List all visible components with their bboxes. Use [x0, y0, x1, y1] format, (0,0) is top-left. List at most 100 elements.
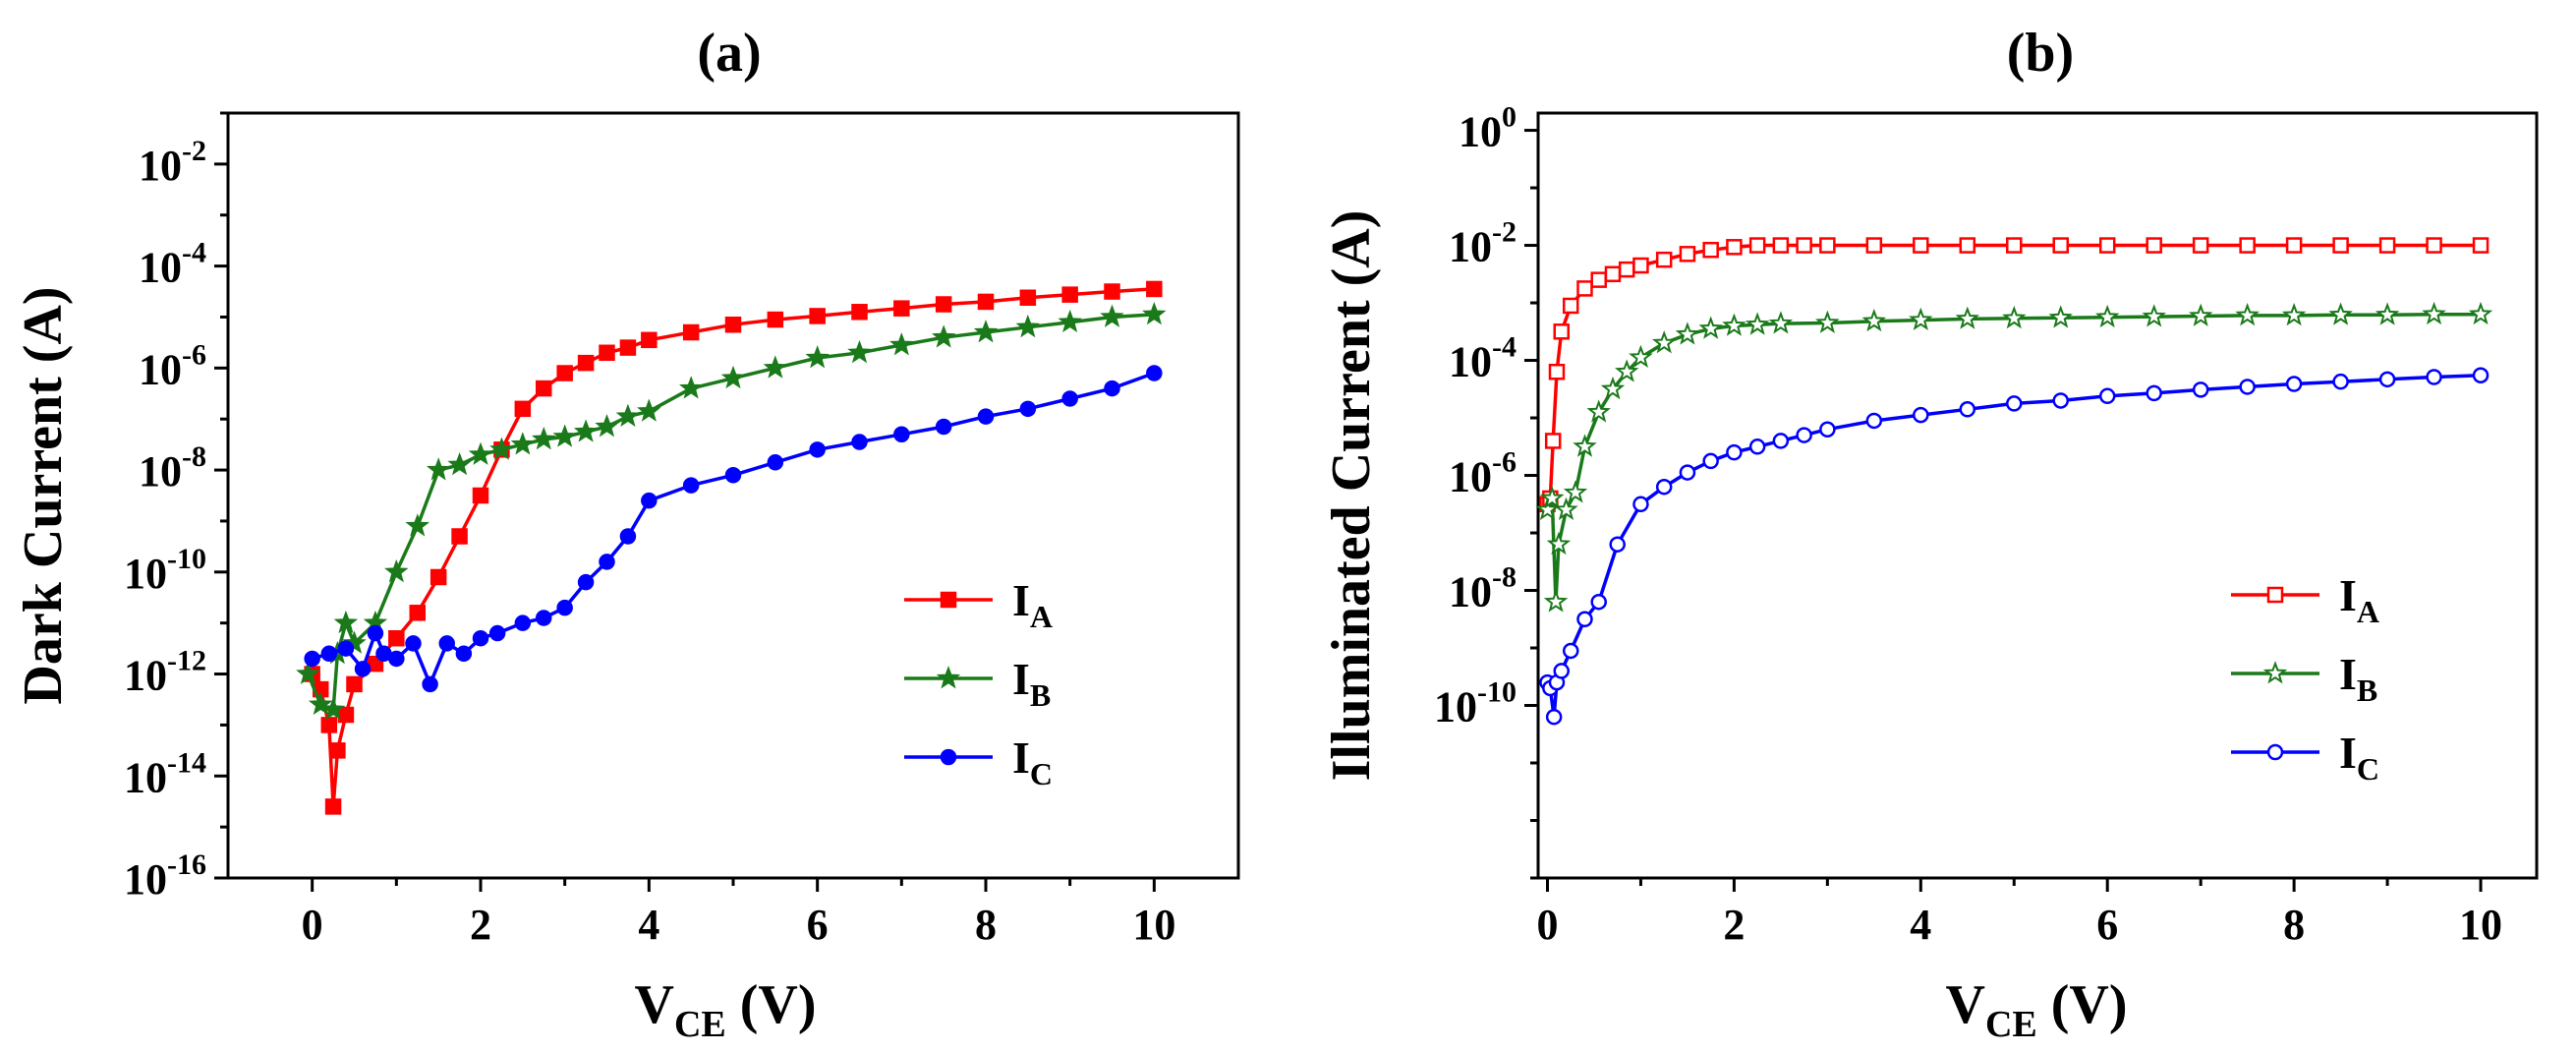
panel-b-series-a-point — [2146, 237, 2162, 254]
panel-a-series-b-point — [426, 457, 451, 481]
panel-b-series-a-point — [1604, 265, 1622, 283]
panel-a-x-tick-label: 2 — [470, 901, 491, 949]
panel-b-series-b-point — [2468, 301, 2493, 325]
panel-b-series-b-point — [2142, 304, 2166, 327]
panel-a-series-group — [296, 280, 1167, 815]
panel-a-series-b-point — [308, 691, 333, 715]
panel-b-series-c-point — [2426, 369, 2442, 385]
panel-a-series-b-point — [296, 661, 320, 684]
panel-a-series-c-point — [682, 477, 700, 494]
panel-b-xlabel-unit: (V) — [2037, 974, 2128, 1035]
panel-a-series-b-point — [847, 339, 872, 364]
panel-b-series-c-point — [2285, 376, 2303, 392]
panel-a-legend: IA IB IC — [904, 575, 1053, 791]
panel-b-series-b-point — [1861, 308, 1887, 332]
panel-b-series-a-point — [2332, 237, 2349, 254]
panel-a-series-a-point — [514, 400, 532, 418]
panel-b-series-a-point — [2006, 237, 2023, 254]
panel-b-series-a-point — [1865, 237, 1883, 254]
panel-b-series-c-point — [1679, 464, 1696, 481]
panel-b-series-b-point — [2281, 303, 2307, 326]
panel-a-series-a-point — [1104, 283, 1120, 300]
panel-a-series-c-point — [893, 426, 910, 443]
panel-b-series-a-point — [1702, 241, 1719, 259]
panel-b-series-c-point — [2146, 384, 2162, 402]
panel-b-y-tick-label: 10-6 — [1449, 446, 1517, 501]
panel-a-series-a-point — [724, 316, 742, 333]
panel-b-series-c-point — [1632, 496, 1649, 513]
panel-b-series-c-point — [1702, 452, 1719, 470]
panel-b-series-a-point — [2285, 237, 2303, 254]
panel-a-series-b-point — [468, 441, 493, 465]
panel-b-x-tick-label: 6 — [2096, 901, 2118, 949]
panel-a-y-tick-label: 10-12 — [124, 645, 206, 700]
panel-b-series-b-point — [1546, 531, 1572, 556]
panel-a-series-b-point — [531, 427, 556, 450]
panel-a-series-c-point — [977, 408, 995, 425]
panel-a-series-b-point — [1015, 314, 1041, 338]
panel-b-series-a-point — [1655, 251, 1673, 268]
panel-a-y-tick-label: 10-10 — [124, 543, 206, 598]
panel-a-series-b-point — [384, 558, 409, 583]
panel-b-series-a-point — [1618, 261, 1635, 278]
panel-a-series-a-point — [767, 311, 784, 328]
panel-a-series-c-point — [320, 645, 338, 663]
panel-b-series-a-point — [1679, 246, 1696, 263]
panel-a-series-b-point — [333, 610, 359, 634]
panel-a-series-b-point — [678, 376, 704, 399]
panel-b-xlabel-sub: CE — [1985, 1004, 2037, 1045]
panel-b-series-b-point — [1573, 434, 1597, 457]
panel-a-x-axis: 0 2 4 6 8 10 — [302, 878, 1175, 949]
panel-a-y-tick-label: 10-6 — [139, 338, 206, 393]
panel-a-series-c-point — [488, 624, 506, 642]
panel-a-x-axis-label: VCE (V) — [635, 974, 817, 1045]
panel-b-series-b-point — [2002, 305, 2027, 329]
panel-b-series-b-point — [1651, 330, 1677, 354]
panel-a-series-b-point — [510, 432, 536, 455]
panel-a-series-c-point — [1146, 365, 1163, 381]
panel-a-series-a-point — [682, 323, 700, 341]
panel-a-series-c-point — [337, 640, 355, 657]
panel-a-series-a-point — [1019, 289, 1037, 307]
panel-a-series-c-point — [422, 675, 438, 693]
panel-a-series-b-point — [552, 424, 577, 447]
panel-a-series-a-point — [1061, 286, 1078, 303]
panel-a-xlabel-unit: (V) — [726, 974, 817, 1035]
panel-b-series-group — [1535, 237, 2493, 726]
panel-a-series-b-point — [889, 332, 914, 356]
panel-a-series-a-point — [324, 798, 342, 815]
panel-b-series-a-point — [2426, 237, 2442, 254]
panel-a-series-c-point — [619, 528, 637, 545]
panel-b-series-c-point — [1609, 536, 1626, 553]
panel-b-legend-label: IA — [2339, 570, 2379, 629]
panel-a-legend-marker — [936, 666, 961, 689]
panel-a-ylabel: Dark Current (A) — [13, 286, 74, 704]
panel-b-series-c-point — [2006, 395, 2023, 412]
panel-a-series-a-point — [619, 339, 637, 356]
panel-b-series-b-point — [1535, 497, 1560, 521]
panel-a-series-c-point — [438, 635, 455, 652]
panel-b-legend-marker — [2266, 586, 2284, 604]
panel-a-series-c-point — [556, 599, 573, 616]
panel-a-series-b-point — [342, 630, 367, 654]
panel-b-series-c-point — [2052, 392, 2069, 409]
panel-b-series-a-point — [2052, 237, 2069, 254]
panel-b-series-a-point — [1548, 363, 1566, 380]
panel-a-series-a-point — [409, 605, 426, 621]
panel-b-series-c-point — [1819, 421, 1836, 438]
panel-b-series-c-point — [2332, 373, 2349, 390]
panel-b-series-c-point — [1655, 478, 1673, 496]
panel-a-series-c-point — [1061, 390, 1078, 407]
panel-a-series-b-point — [615, 403, 641, 428]
panel-b-y-tick-label: 10-2 — [1449, 216, 1517, 271]
panel-a-series-c-point — [367, 624, 384, 642]
panel-a-series-a-point — [1146, 280, 1163, 298]
panel-b-series-b-point — [1554, 497, 1578, 521]
panel-a-y-tick-label: 10-4 — [139, 237, 206, 292]
panel-b-series-a-point — [1748, 237, 1766, 254]
panel-b-series-b-point — [1600, 376, 1626, 400]
panel-b-series-a-point — [1562, 297, 1579, 315]
panel-b-xlabel-main: V — [1946, 974, 1985, 1035]
panel-b-series-a-point — [1913, 237, 1929, 254]
